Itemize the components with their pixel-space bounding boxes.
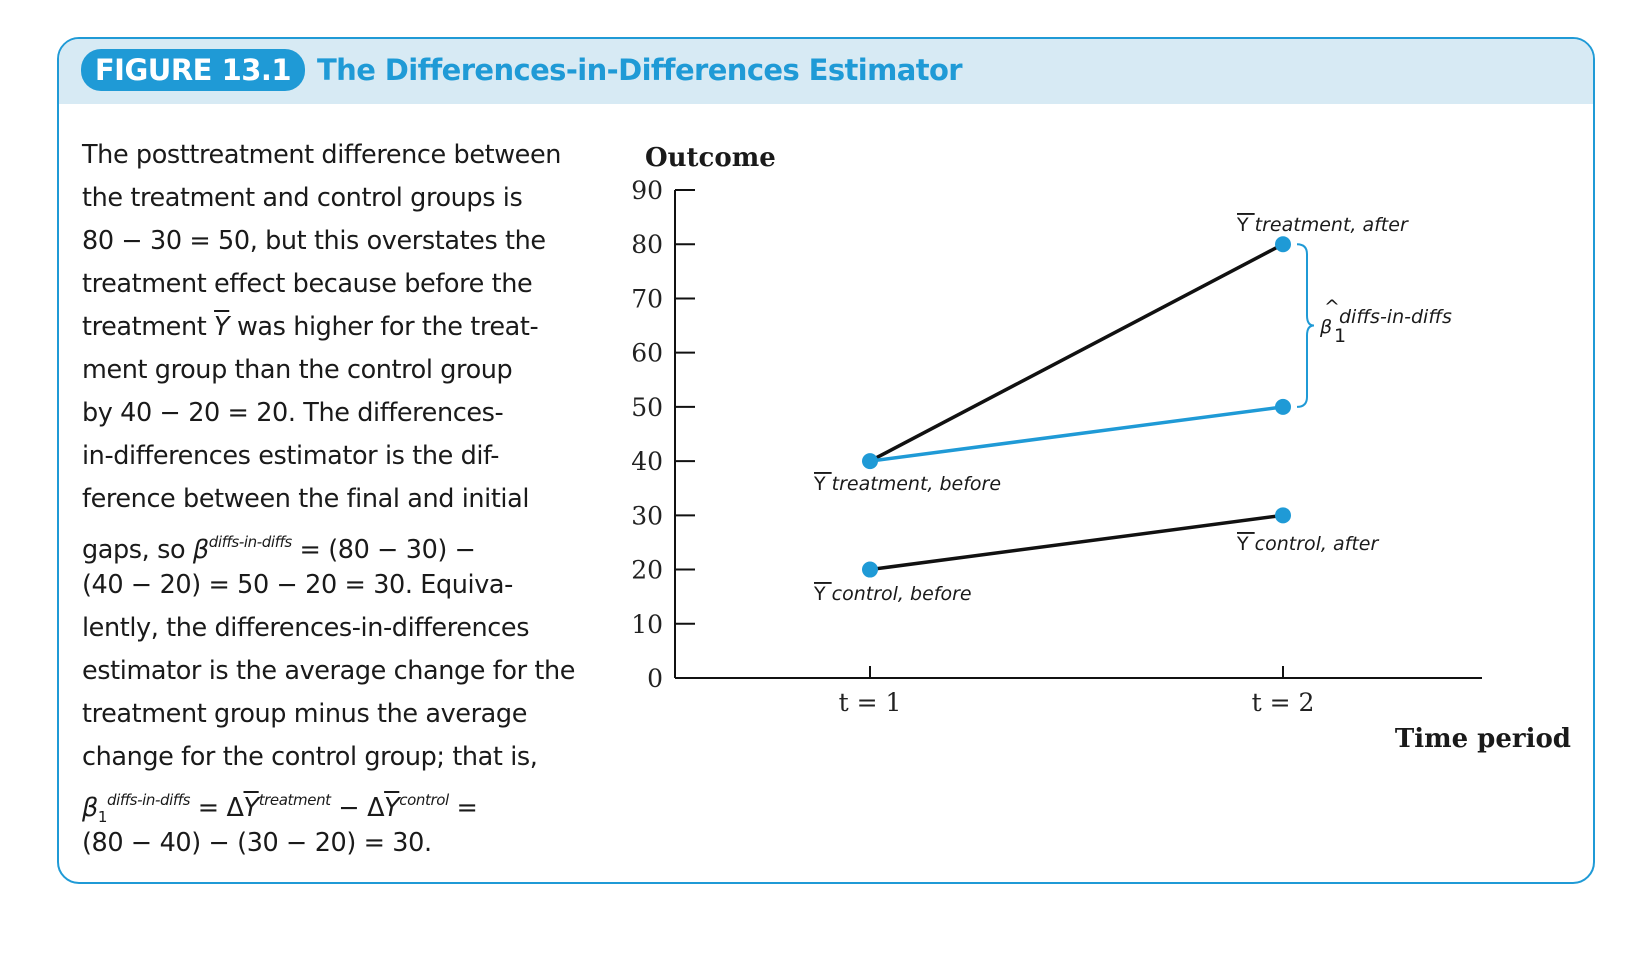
y-tick-label: 50 — [631, 393, 663, 422]
control-superscript: control — [399, 791, 449, 809]
x-tick-label: t = 2 — [1252, 688, 1315, 717]
data-point — [1275, 507, 1291, 524]
y-tick-label: 90 — [631, 176, 663, 205]
caption-text: = (80 − 30) − — [299, 535, 477, 565]
y-tick-label: 80 — [631, 230, 663, 259]
treatment-superscript: treatment — [258, 791, 331, 809]
point-label: Y treatment, before — [813, 473, 1001, 495]
y-axis-title: Outcome — [645, 143, 776, 173]
beta-superscript: diffs-in-diffs — [107, 791, 191, 809]
brace-shape — [1296, 243, 1315, 408]
diff-bracket — [1296, 243, 1315, 408]
caption-line: ment group than the control group — [82, 355, 513, 385]
figure-title: The Differences-in-Differences Estimator — [317, 53, 963, 87]
y-tick-label: 70 — [631, 284, 663, 313]
caption-line: treatment group minus the average — [82, 699, 527, 729]
caption-line: estimator is the average change for the — [82, 656, 576, 686]
caption-line: the treatment and control groups is — [82, 183, 523, 213]
beta-subscript: 1 — [97, 808, 108, 826]
y-bar-symbol: Y — [384, 793, 400, 823]
y-bar-symbol: Y — [1236, 214, 1255, 236]
y-bar-symbol: Y — [1236, 533, 1255, 555]
series-line-treatment — [869, 242, 1284, 463]
series-line-control — [869, 513, 1284, 572]
beta-hat-symbol: β — [82, 793, 98, 823]
caption-line: in-differences estimator is the dif- — [82, 441, 500, 471]
chart-ticks: 0 10 20 30 40 50 60 70 80 90 t = 1 t = 2 — [631, 176, 1314, 717]
beta-superscript: diffs-in-diffs — [208, 533, 292, 551]
point-label: Y treatment, after — [1236, 214, 1409, 236]
point-label-text: treatment, before — [832, 473, 1001, 495]
caption-line: change for the control group; that is, — [82, 742, 538, 772]
point-label-text: control, before — [832, 583, 972, 605]
caption-line: ference between the final and initial — [82, 484, 530, 514]
caption-line: treatment Y was higher for the treat- — [82, 306, 612, 349]
data-point — [862, 561, 878, 578]
y-tick-label: 40 — [631, 447, 663, 476]
chart-axes — [674, 190, 1482, 679]
data-point — [1275, 236, 1291, 253]
point-label: Y control, after — [1236, 533, 1379, 555]
caption-line: β1diffs-in-diffs = ΔYtreatment − ΔYcontr… — [82, 779, 612, 826]
figure-number-badge: FIGURE 13.1 — [81, 49, 305, 91]
caption-line: treatment effect because before the — [82, 269, 533, 299]
x-tick-label: t = 1 — [839, 688, 902, 717]
caption-line: gaps, so βdiffs-in-diffs = (80 − 30) − — [82, 521, 612, 565]
beta-hat-symbol: β — [192, 535, 209, 565]
figure-caption: The posttreatment difference between the… — [82, 134, 612, 865]
caption-line: lently, the differences-in-differences — [82, 613, 530, 643]
y-tick-label: 0 — [647, 664, 663, 693]
data-point — [862, 453, 878, 470]
caption-text: was higher for the treat- — [236, 312, 539, 342]
caption-text: gaps, so — [82, 535, 186, 565]
point-label-text: control, after — [1255, 533, 1380, 555]
caption-line: by 40 − 20 = 20. The differences- — [82, 398, 504, 428]
caption-line: (80 − 40) − (30 − 20) = 30. — [82, 828, 432, 858]
y-bar-symbol: Y — [813, 583, 832, 605]
caption-line: (40 − 20) = 50 − 20 = 30. Equiva- — [82, 570, 513, 600]
figure-panel: FIGURE 13.1 The Differences-in-Differenc… — [57, 37, 1595, 884]
figure-header: FIGURE 13.1 The Differences-in-Differenc… — [59, 39, 1593, 104]
caption-line: 80 − 30 = 50, but this overstates the — [82, 226, 546, 256]
beta-hat-caret: ^ — [1324, 296, 1340, 318]
chart-points — [862, 236, 1291, 578]
beta-subscript: 1 — [1334, 325, 1346, 347]
y-bar-symbol: Y — [243, 793, 260, 823]
y-tick-label: 10 — [631, 610, 663, 639]
beta-superscript: diffs-in-diffs — [1339, 306, 1452, 328]
did-chart: Outcome Time period 0 10 20 30 40 50 60 70 80 90 t… — [631, 143, 1571, 754]
caption-text: − Δ — [338, 793, 385, 823]
y-tick-label: 30 — [631, 501, 663, 530]
y-tick-label: 20 — [631, 556, 663, 585]
point-label-text: treatment, after — [1255, 214, 1409, 236]
x-axis-title: Time period — [1395, 724, 1571, 754]
caption-text: = Δ — [197, 793, 244, 823]
chart-lines — [869, 242, 1284, 572]
caption-text: = — [456, 793, 478, 823]
y-bar-symbol: Y — [214, 312, 230, 342]
series-line-counterfactual-treatment — [869, 405, 1284, 463]
data-point — [1275, 398, 1291, 415]
caption-line: The posttreatment difference between — [82, 140, 562, 170]
y-bar-symbol: Y — [813, 473, 832, 495]
y-tick-label: 60 — [631, 339, 663, 368]
caption-text: treatment — [82, 312, 207, 342]
point-label: Y control, before — [813, 583, 972, 605]
beta-hat-label: β — [1319, 316, 1332, 338]
